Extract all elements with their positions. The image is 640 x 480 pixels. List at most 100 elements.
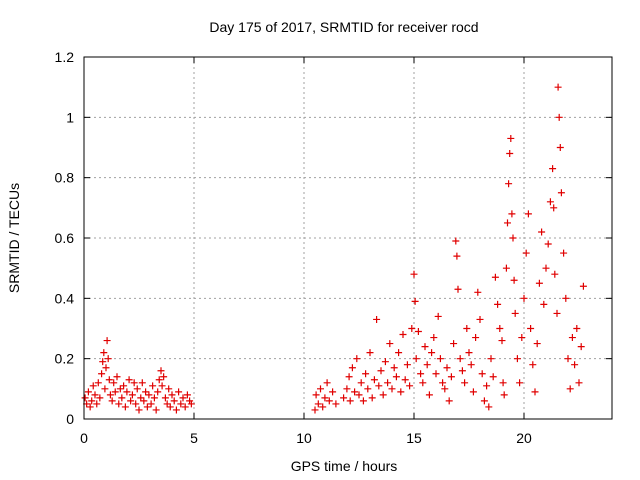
data-point — [463, 325, 471, 332]
data-point — [465, 349, 473, 357]
data-point — [397, 388, 405, 396]
y-tick-label: 0.8 — [55, 170, 75, 186]
data-point — [351, 388, 359, 396]
data-point — [439, 379, 447, 387]
data-point — [149, 382, 157, 390]
data-point — [509, 234, 517, 242]
data-point — [500, 391, 508, 399]
data-point — [544, 240, 552, 248]
y-tick-label: 0.2 — [55, 351, 75, 367]
data-point — [140, 397, 148, 405]
chart-title: Day 175 of 2017, SRMTID for receiver roc… — [209, 19, 478, 35]
data-point — [130, 379, 138, 387]
data-point — [147, 400, 155, 408]
data-point — [478, 370, 486, 378]
data-point — [84, 388, 92, 396]
data-point — [546, 198, 554, 206]
data-point — [340, 394, 348, 402]
data-point — [458, 367, 466, 375]
data-point — [353, 355, 361, 363]
data-point — [118, 394, 126, 402]
data-point — [312, 391, 320, 399]
data-point — [487, 355, 495, 363]
data-point — [441, 385, 449, 393]
data-point — [575, 379, 583, 387]
axis-ticks: 0 5 10 15 20 0 0.2 0.4 0.6 0.8 1 1.2 — [55, 49, 612, 446]
data-point — [542, 264, 550, 272]
data-point — [395, 349, 403, 357]
data-point — [474, 288, 482, 296]
data-point — [377, 367, 385, 375]
data-point — [417, 370, 425, 378]
data-point — [373, 315, 381, 323]
data-point — [165, 385, 173, 393]
plot-frame — [83, 56, 613, 420]
data-point — [577, 343, 585, 351]
data-point — [452, 237, 460, 245]
data-point — [357, 379, 365, 387]
data-point — [403, 361, 411, 369]
data-point — [443, 364, 451, 372]
data-point — [498, 337, 506, 345]
data-point — [168, 391, 176, 399]
data-point — [432, 370, 440, 378]
data-point — [507, 134, 515, 142]
data-point — [152, 406, 160, 414]
data-point — [557, 189, 565, 197]
data-point — [508, 210, 516, 218]
y-tick-label: 1.2 — [55, 49, 75, 65]
data-point — [436, 355, 444, 363]
data-point — [549, 165, 557, 173]
data-point — [175, 388, 183, 396]
data-point — [447, 373, 455, 381]
data-point — [423, 361, 431, 369]
data-point — [183, 391, 191, 399]
data-point — [425, 391, 433, 399]
x-tick-label: 10 — [296, 430, 312, 446]
y-tick-label: 1 — [66, 109, 74, 125]
data-point — [379, 391, 387, 399]
data-point — [506, 150, 514, 158]
data-point — [120, 382, 128, 390]
data-point — [538, 228, 546, 236]
data-point — [135, 406, 143, 414]
data-point — [370, 376, 378, 384]
data-point — [450, 340, 458, 348]
data-point — [355, 391, 363, 399]
data-point — [480, 397, 488, 405]
data-point — [181, 403, 189, 411]
data-point — [386, 340, 394, 348]
data-point — [408, 325, 416, 332]
data-point — [93, 400, 101, 408]
data-point — [323, 379, 331, 387]
data-point — [456, 355, 464, 363]
data-point — [113, 373, 121, 381]
data-point — [111, 388, 119, 396]
data-point — [384, 379, 392, 387]
data-point — [116, 385, 124, 393]
data-point — [428, 349, 436, 357]
data-point — [511, 309, 519, 317]
data-point — [401, 376, 409, 384]
data-point — [362, 370, 370, 378]
data-point — [381, 358, 389, 366]
data-point — [571, 361, 579, 369]
data-point — [108, 397, 116, 405]
data-point — [410, 270, 418, 278]
data-point — [566, 385, 574, 393]
data-point — [524, 210, 532, 218]
data-point — [540, 300, 548, 308]
x-tick-label: 0 — [80, 430, 88, 446]
data-point — [554, 83, 562, 91]
data-point — [343, 385, 351, 393]
data-point — [414, 328, 422, 336]
data-point — [560, 249, 568, 257]
x-axis-label: GPS time / hours — [291, 458, 398, 474]
data-point — [502, 264, 510, 272]
data-point — [522, 249, 530, 257]
data-point — [177, 400, 185, 408]
data-point — [527, 325, 535, 332]
data-point — [317, 385, 324, 393]
data-point — [150, 394, 158, 402]
